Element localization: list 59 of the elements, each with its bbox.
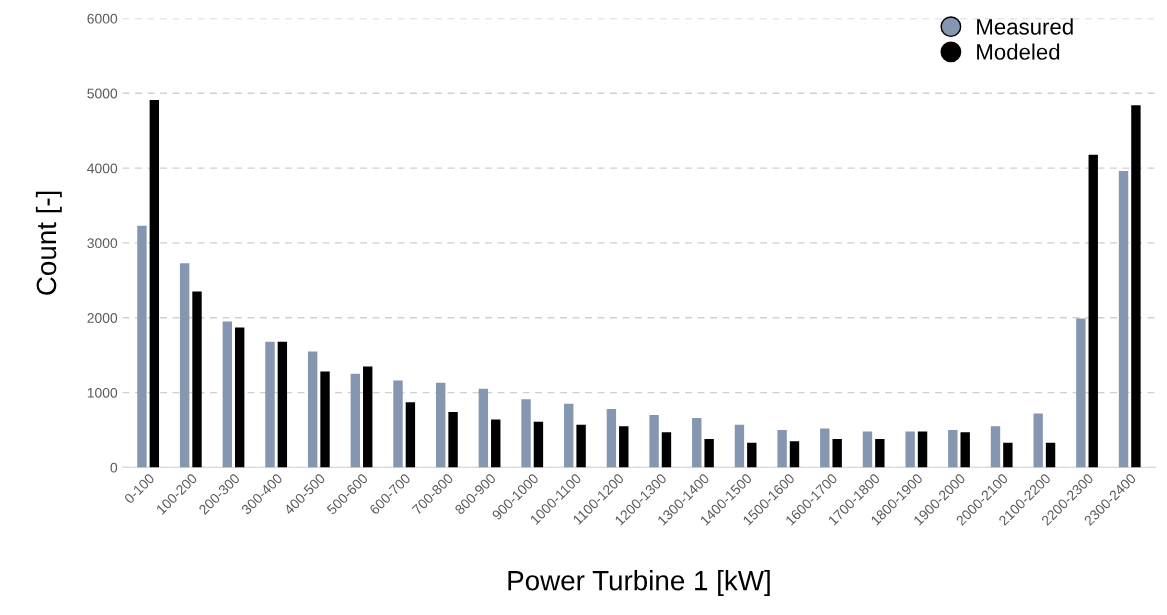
bar: [149, 100, 160, 468]
bar: [661, 432, 672, 468]
bar: [649, 415, 659, 468]
bar: [948, 429, 958, 468]
bar: [862, 431, 873, 468]
bar: [393, 380, 403, 468]
bar: [320, 371, 330, 468]
y-tick-label: 0: [110, 462, 118, 473]
y-tick-label: 4000: [87, 163, 118, 174]
y-tick-label: 6000: [87, 13, 118, 24]
bar: [533, 421, 544, 468]
bar: [405, 402, 416, 468]
bar: [179, 263, 190, 468]
bar: [234, 327, 245, 468]
bar: [491, 419, 501, 468]
y-tick-label: 5000: [87, 88, 118, 99]
bar: [619, 426, 629, 468]
bar: [692, 418, 702, 468]
bar: [1131, 105, 1141, 468]
bar: [436, 382, 446, 468]
bar: [564, 403, 574, 468]
bar: [137, 225, 147, 468]
bar: [1076, 318, 1086, 468]
y-tick-label: 1000: [87, 387, 118, 398]
bar: [1088, 154, 1098, 468]
bar: [521, 399, 531, 468]
y-axis-title: Count [-]: [35, 191, 62, 295]
bar: [606, 409, 617, 468]
bar: [990, 426, 1001, 468]
bar: [1045, 442, 1056, 468]
bar: [576, 424, 586, 468]
bar: [277, 341, 288, 468]
y-tick-label: 3000: [87, 238, 118, 249]
bar: [222, 321, 232, 468]
bar: [789, 441, 800, 468]
bar: [192, 291, 202, 468]
bar: [1033, 413, 1043, 468]
bar: [704, 438, 714, 468]
bar: [478, 388, 489, 468]
legend-label: Measured: [977, 18, 1073, 35]
y-tick-label: 2000: [87, 313, 118, 323]
bar: [905, 431, 915, 468]
bar: [747, 442, 757, 468]
bar: [265, 341, 275, 468]
bar: [1118, 171, 1129, 468]
x-axis-title: Power Turbine 1 [kW]: [508, 570, 770, 596]
bar: [820, 428, 830, 468]
bar: [1003, 442, 1013, 468]
bar: [832, 438, 842, 468]
bar: [448, 412, 458, 468]
bar: [363, 366, 373, 468]
bar: [960, 432, 970, 468]
legend-label: Modeled: [977, 43, 1060, 60]
bar: [875, 438, 885, 468]
bar: [307, 351, 318, 468]
bar: [350, 373, 361, 468]
bar: [734, 424, 745, 468]
bar: [917, 431, 928, 468]
bar: [777, 429, 787, 468]
